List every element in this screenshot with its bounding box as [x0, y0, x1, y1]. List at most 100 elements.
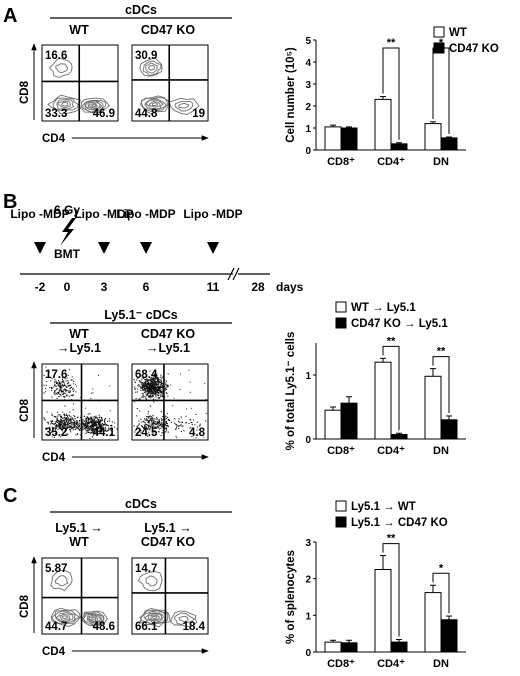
event-dot: [156, 417, 158, 419]
event-dot: [191, 435, 193, 437]
event-dot: [154, 387, 156, 389]
event-dot: [58, 380, 60, 382]
event-dot: [154, 379, 156, 381]
significance-bracket: [382, 345, 400, 431]
event-dot: [95, 421, 97, 423]
event-dot: [156, 425, 158, 427]
event-dot: [67, 425, 69, 427]
event-dot: [160, 435, 162, 437]
event-dot: [67, 383, 69, 385]
event-dot: [95, 423, 97, 425]
event-dot: [59, 425, 61, 427]
event-dot: [60, 416, 62, 418]
event-dot: [147, 386, 149, 388]
event-dot: [64, 422, 66, 424]
event-dot: [142, 394, 144, 396]
event-dot: [149, 415, 151, 417]
event-dot: [148, 431, 150, 433]
event-dot: [97, 422, 99, 424]
event-dot: [156, 380, 158, 382]
event-dot: [56, 419, 58, 421]
event-dot: [60, 385, 62, 387]
event-dot: [94, 417, 96, 419]
event-dot: [91, 419, 93, 421]
event-dot: [142, 426, 144, 428]
event-dot: [190, 422, 192, 424]
event-dot: [167, 425, 169, 427]
event-dot: [70, 419, 72, 421]
event-dot: [91, 428, 93, 430]
event-dot: [147, 435, 149, 437]
event-dot: [73, 421, 75, 423]
event-dot: [152, 382, 154, 384]
event-dot: [205, 420, 207, 422]
event-dot: [147, 428, 149, 430]
event-dot: [98, 420, 100, 422]
event-dot: [71, 395, 73, 397]
event-dot: [140, 418, 142, 420]
event-dot: [152, 381, 154, 383]
event-dot: [144, 392, 146, 394]
contour-line: [168, 97, 200, 115]
event-dot: [90, 431, 92, 433]
event-dot: [97, 428, 99, 430]
event-dot: [152, 420, 154, 422]
event-dot: [151, 393, 153, 395]
event-dot: [85, 418, 87, 420]
event-dot: [46, 380, 48, 382]
event-dot: [51, 413, 53, 415]
event-dot: [74, 420, 76, 422]
bar: [390, 434, 408, 440]
event-dot: [166, 384, 168, 386]
event-dot: [148, 391, 150, 393]
event-dot: [62, 379, 64, 381]
event-dot: [151, 381, 153, 383]
event-dot: [104, 419, 106, 421]
event-dot: [164, 415, 166, 417]
event-dot: [74, 421, 76, 423]
event-dot: [76, 433, 78, 435]
event-dot: [150, 379, 152, 381]
event-dot: [102, 425, 104, 427]
event-dot: [65, 429, 67, 431]
event-dot: [76, 422, 78, 424]
event-dot: [54, 391, 56, 393]
event-dot: [63, 413, 65, 415]
event-dot: [108, 418, 110, 420]
event-dot: [97, 421, 99, 423]
y-tick-label: 0: [305, 146, 311, 157]
event-dot: [51, 436, 53, 438]
legend: WT CD47 KO: [433, 26, 499, 55]
event-dot: [157, 380, 159, 382]
event-dot: [159, 381, 161, 383]
event-dot: [156, 377, 158, 379]
event-dot: [137, 388, 139, 390]
event-dot: [69, 423, 71, 425]
bar: [340, 642, 358, 653]
event-dot: [56, 393, 58, 395]
event-dot: [86, 417, 88, 419]
event-dot: [60, 421, 62, 423]
event-dot: [71, 419, 73, 421]
event-dot: [159, 394, 161, 396]
event-dot: [71, 427, 73, 429]
contour-line: [145, 612, 164, 624]
event-dot: [167, 412, 168, 414]
y-axis-label: CD8: [19, 398, 31, 422]
event-dot: [158, 428, 160, 430]
event-dot: [143, 385, 145, 387]
event-dot: [73, 423, 75, 425]
legend-swatch: [335, 516, 347, 528]
y-tick-label: 2: [305, 102, 311, 113]
event-dot: [142, 389, 144, 391]
event-dot: [83, 423, 85, 425]
event-dot: [63, 392, 65, 394]
event-dot: [75, 434, 77, 436]
event-dot: [83, 415, 85, 417]
bar: [440, 619, 458, 653]
event-dot: [70, 429, 72, 431]
event-dot: [164, 427, 166, 429]
event-dot: [156, 383, 158, 385]
event-dot: [92, 428, 94, 430]
event-dot: [161, 432, 163, 434]
